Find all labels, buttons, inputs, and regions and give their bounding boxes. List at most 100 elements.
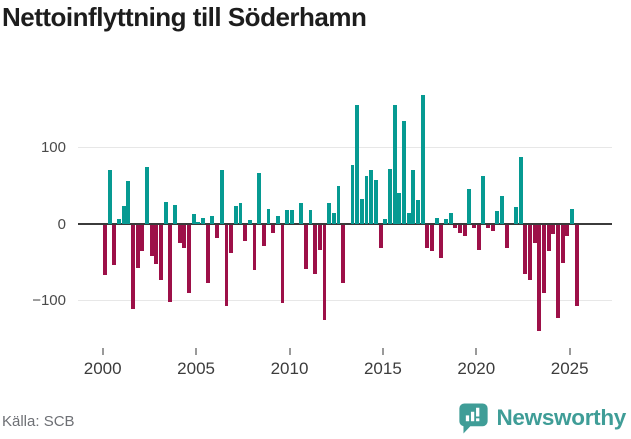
- x-axis-label: 2005: [177, 359, 215, 378]
- bar-2018-Q1: [439, 225, 444, 259]
- bar-2009-Q4: [285, 210, 290, 224]
- bar-2004-Q4: [191, 214, 196, 224]
- bar-2009-Q1: [271, 225, 276, 233]
- bar-2022-Q3: [523, 225, 528, 275]
- newsworthy-logo: Newsworthy: [458, 401, 626, 435]
- bar-chart-plot-area: 100 0 −100 2000 2005 2010 2015 2020 2025: [32, 95, 612, 378]
- bar-2006-Q3: [224, 225, 229, 307]
- bar-2001-Q1: [121, 206, 126, 224]
- y-axis-label: 0: [57, 215, 66, 233]
- bar-2000-Q4: [117, 218, 121, 224]
- bar-2020-Q1: [476, 225, 481, 250]
- bar-2013-Q2: [350, 165, 355, 224]
- bar-2003-Q3: [168, 225, 173, 302]
- chart-title: Nettoinflyttning till Söderhamn: [2, 2, 367, 32]
- y-axis-label: 100: [40, 138, 66, 156]
- bar-2004-Q1: [177, 225, 182, 243]
- bar-2024-Q4: [565, 225, 570, 237]
- bar-2023-Q1: [532, 225, 537, 243]
- bar-2012-Q2: [331, 212, 336, 224]
- bar-2015-Q2: [387, 168, 392, 224]
- bar-2011-Q4: [322, 225, 327, 320]
- bar-2018-Q2: [443, 219, 448, 224]
- bar-chart-speech-bubble-icon: [459, 402, 489, 434]
- bar-2000-Q3: [112, 225, 117, 266]
- bar-2002-Q4: [154, 225, 159, 264]
- bar-2019-Q1: [458, 225, 462, 233]
- gridline-−100: [77, 299, 612, 302]
- x-axis-label: 2020: [457, 359, 496, 378]
- bar-2007-Q1: [233, 206, 238, 224]
- bar-2011-Q3: [317, 225, 322, 250]
- bar-2009-Q3: [280, 225, 285, 303]
- bar-2018-Q3: [448, 212, 453, 224]
- bar-2015-Q3: [392, 105, 397, 224]
- bar-2008-Q3: [261, 225, 266, 246]
- bar-2002-Q2: [145, 167, 149, 224]
- bar-2016-Q3: [411, 169, 416, 224]
- bar-2022-Q1: [514, 207, 518, 224]
- bar-2025-Q2: [574, 225, 579, 307]
- bar-2014-Q4: [378, 225, 383, 249]
- bar-2017-Q1: [420, 95, 425, 224]
- bar-2012-Q1: [327, 202, 332, 224]
- bar-2002-Q3: [149, 225, 154, 256]
- bar-2024-Q2: [556, 225, 560, 318]
- bar-2022-Q4: [528, 225, 532, 281]
- x-axis-label: 2000: [83, 359, 122, 378]
- bar-2010-Q3: [299, 202, 304, 224]
- bar-2001-Q3: [131, 225, 135, 309]
- x-axis-tick-2025: [568, 348, 571, 355]
- bar-2013-Q3: [355, 105, 360, 224]
- bar-2016-Q4: [415, 200, 420, 224]
- bar-2007-Q4: [247, 220, 252, 224]
- bar-2020-Q2: [481, 175, 486, 224]
- bar-2010-Q1: [289, 210, 294, 224]
- bar-2011-Q1: [308, 210, 313, 224]
- bar-2003-Q2: [163, 201, 168, 224]
- bar-2006-Q1: [215, 225, 220, 239]
- x-axis-tick-2015: [381, 348, 384, 355]
- bar-2001-Q2: [126, 181, 131, 224]
- x-axis-tick-2000: [101, 348, 104, 355]
- bar-2019-Q4: [472, 225, 476, 228]
- bar-2020-Q4: [490, 225, 495, 232]
- x-axis-tick-2020: [475, 348, 478, 355]
- bar-2008-Q4: [266, 209, 271, 224]
- bar-2017-Q3: [429, 225, 434, 251]
- x-axis-label: 2015: [363, 359, 402, 378]
- bar-2020-Q3: [486, 225, 490, 228]
- bar-2016-Q1: [401, 121, 406, 224]
- x-axis-label: 2025: [550, 359, 589, 378]
- bar-2009-Q2: [275, 215, 280, 224]
- bar-2025-Q1: [570, 208, 574, 224]
- bar-2021-Q3: [504, 225, 509, 248]
- bar-2010-Q4: [303, 225, 308, 269]
- bar-2022-Q2: [518, 156, 523, 224]
- gridline-100: [77, 146, 612, 149]
- bar-2012-Q4: [341, 225, 346, 283]
- bar-2014-Q2: [369, 170, 374, 224]
- bar-2005-Q2: [201, 217, 206, 224]
- bar-2015-Q1: [383, 218, 388, 224]
- bar-2017-Q4: [434, 217, 439, 224]
- bar-2021-Q2: [500, 196, 504, 224]
- bar-2019-Q3: [467, 188, 472, 224]
- bar-2007-Q2: [238, 203, 243, 224]
- bar-2000-Q2: [107, 169, 112, 224]
- bar-2006-Q2: [219, 170, 224, 224]
- bar-2003-Q1: [159, 225, 164, 280]
- bar-2002-Q1: [140, 225, 145, 252]
- bar-2014-Q1: [364, 175, 369, 224]
- x-axis-tick-2010: [288, 348, 291, 355]
- bar-2011-Q2: [313, 225, 318, 274]
- bar-2024-Q3: [560, 225, 565, 263]
- source-note: Källa: SCB: [2, 413, 75, 430]
- bar-2019-Q2: [462, 225, 467, 237]
- bar-2018-Q4: [453, 225, 458, 228]
- x-axis-tick-2005: [195, 348, 198, 355]
- bar-2005-Q1: [196, 221, 201, 224]
- bar-2004-Q2: [182, 225, 187, 248]
- zero-axis-line: [77, 222, 612, 226]
- y-axis-label: −100: [32, 292, 66, 310]
